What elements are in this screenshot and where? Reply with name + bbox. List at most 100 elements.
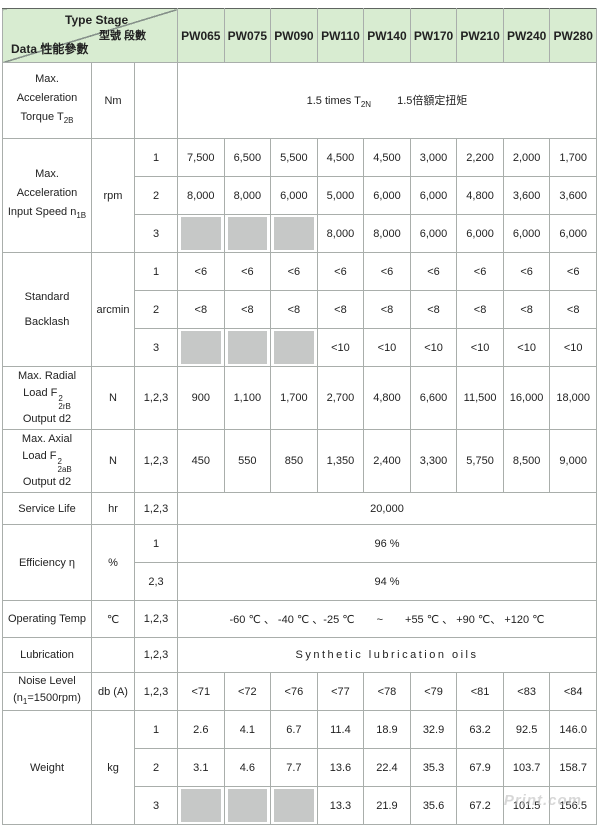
- corner-header-cell: Type Stage 型號 段數 Data 性能參數: [1, 8, 179, 63]
- stage-cell: 1,2,3: [133, 600, 179, 638]
- value-cell: <6: [363, 252, 411, 291]
- value-cell: <6: [177, 252, 225, 291]
- value-cell: 1,700: [549, 138, 597, 177]
- lubrication-value-cell: Synthetic lubrication oils: [177, 637, 597, 673]
- efficiency-value-cell: 94 %: [177, 562, 597, 601]
- service-life-value-cell: 20,000: [177, 492, 597, 525]
- value-cell: 2,700: [316, 366, 365, 430]
- row-label-weight: Weight: [2, 710, 92, 826]
- value-cell: 8,000: [177, 176, 225, 215]
- weight-row-3: 3 13.3 21.9 35.6 67.2 101.5 156.5: [3, 786, 597, 826]
- value-cell: <8: [409, 290, 458, 329]
- type-stage-cn-label: 型號 段數: [99, 30, 147, 42]
- speed-row-3: 3 8,000 8,000 6,000 6,000 6,000 6,000: [3, 214, 597, 253]
- column-header-pw140: PW140: [363, 8, 411, 63]
- value-cell: <72: [223, 671, 272, 712]
- operating-temp-row: Operating Temp ℃ 1,2,3 -60 ℃ 、 -40 ℃ 、-2…: [2, 600, 597, 638]
- value-cell: 6,000: [363, 176, 411, 215]
- value-cell: 6,000: [502, 214, 551, 253]
- value-cell: 7,500: [177, 138, 225, 177]
- radial-load-row: Max. Radial Load F 2 2rB Output d2 N 1,2,3…: [2, 366, 597, 430]
- value-cell: 101.5: [502, 786, 551, 826]
- value-cell: <8: [502, 290, 551, 329]
- value-cell: 4,800: [456, 176, 504, 215]
- row-label-service-life: Service Life: [2, 492, 92, 525]
- not-applicable-cell: [270, 328, 318, 367]
- value-cell: <8: [456, 290, 504, 329]
- not-applicable-cell: [223, 214, 272, 253]
- stage-cell: 1: [133, 138, 179, 177]
- value-cell: 1,100: [223, 366, 272, 430]
- value-cell: 900: [177, 366, 225, 430]
- value-cell: 8,500: [502, 429, 551, 493]
- efficiency-row-1: Efficiency η % 1 96 %: [2, 524, 597, 601]
- value-cell: 22.4: [363, 748, 411, 788]
- not-applicable-cell: [270, 786, 318, 826]
- header-row: Type Stage 型號 段數 Data 性能參數 PW065 PW075 P…: [1, 8, 597, 63]
- column-header-pw240: PW240: [502, 8, 551, 63]
- column-header-pw065: PW065: [177, 8, 225, 63]
- unit-cell-service: hr: [91, 492, 135, 525]
- not-applicable-cell: [177, 786, 225, 826]
- value-cell: 92.5: [502, 710, 551, 750]
- value-cell: 6,000: [456, 214, 504, 253]
- value-cell: 6.7: [270, 710, 318, 750]
- stage-cell: 3: [133, 786, 179, 826]
- value-cell: 67.9: [456, 748, 504, 788]
- value-cell: 6,000: [549, 214, 597, 253]
- value-cell: <84: [549, 671, 597, 712]
- value-cell: 4,500: [316, 138, 365, 177]
- value-cell: 6,600: [409, 366, 458, 430]
- value-cell: 3,300: [409, 429, 458, 493]
- row-label-noise: Noise Level (n1=1500rpm): [2, 671, 92, 712]
- stage-cell: 2: [133, 176, 179, 215]
- value-cell: <83: [502, 671, 551, 712]
- value-cell: 6,000: [409, 214, 458, 253]
- value-cell: 7.7: [270, 748, 318, 788]
- backlash-row-1: Standard Backlash arcmin 1 <6 <6 <6 <6 <…: [2, 252, 597, 367]
- value-cell: <6: [270, 252, 318, 291]
- value-cell: 4.1: [223, 710, 272, 750]
- stage-cell-torque: [133, 62, 179, 139]
- value-cell: <8: [316, 290, 365, 329]
- unit-cell-axial: N: [91, 429, 135, 493]
- stage-cell: 2: [133, 290, 179, 329]
- value-cell: <10: [456, 328, 504, 367]
- unit-cell-temp: ℃: [91, 600, 135, 638]
- value-cell: <71: [177, 671, 225, 712]
- unit-cell-noise: db (A): [91, 671, 135, 712]
- efficiency-value-cell: 96 %: [177, 524, 597, 563]
- value-cell: <6: [409, 252, 458, 291]
- not-applicable-cell: [177, 214, 225, 253]
- value-cell: 2,000: [502, 138, 551, 177]
- value-cell: <10: [409, 328, 458, 367]
- value-cell: <8: [223, 290, 272, 329]
- value-cell: 550: [223, 429, 272, 493]
- value-cell: <8: [270, 290, 318, 329]
- row-label-efficiency: Efficiency η: [2, 524, 92, 601]
- value-cell: 16,000: [502, 366, 551, 430]
- value-cell: 5,000: [316, 176, 365, 215]
- value-cell: <77: [316, 671, 365, 712]
- value-cell: 8,000: [316, 214, 365, 253]
- not-applicable-cell: [223, 328, 272, 367]
- service-life-row: Service Life hr 1,2,3 20,000: [2, 492, 597, 525]
- value-cell: 4.6: [223, 748, 272, 788]
- value-cell: <79: [409, 671, 458, 712]
- torque-value-cell: 1.5 times T2N 1.5倍額定扭矩: [177, 62, 597, 139]
- stage-cell: 1,2,3: [133, 492, 179, 525]
- value-cell: 18,000: [549, 366, 597, 430]
- spec-table: Type Stage 型號 段數 Data 性能參數 PW065 PW075 P…: [1, 8, 597, 826]
- value-cell: 11,500: [456, 366, 504, 430]
- torque-row: Max. Acceleration Torque T2B Nm 1.5 time…: [2, 62, 597, 139]
- not-applicable-cell: [270, 214, 318, 253]
- value-cell: 8,000: [223, 176, 272, 215]
- column-header-pw110: PW110: [316, 8, 365, 63]
- axial-load-row: Max. Axial Load F 2 2aB Output d2 N 1,2,3 …: [2, 429, 597, 493]
- value-cell: 3,600: [502, 176, 551, 215]
- stage-cell: 3: [133, 328, 179, 367]
- unit-cell-radial: N: [91, 366, 135, 430]
- unit-cell-weight: kg: [91, 710, 135, 826]
- value-cell: <6: [549, 252, 597, 291]
- value-cell: 158.7: [549, 748, 597, 788]
